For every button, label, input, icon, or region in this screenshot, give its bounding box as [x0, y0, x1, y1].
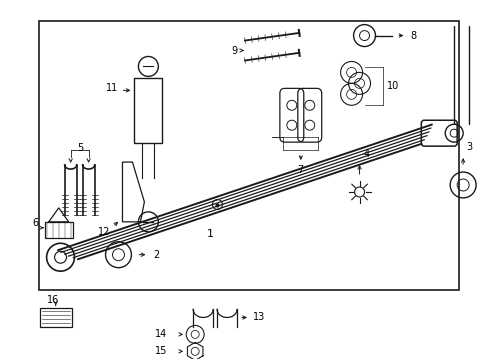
- Text: 9: 9: [230, 45, 237, 55]
- Text: 16: 16: [46, 294, 59, 305]
- Text: 14: 14: [155, 329, 167, 339]
- Text: 5: 5: [78, 143, 83, 153]
- Bar: [39, 21, 458, 289]
- Text: 3: 3: [465, 142, 471, 152]
- Bar: [134, 78, 162, 143]
- Text: 10: 10: [386, 81, 399, 91]
- Text: 12: 12: [98, 227, 110, 237]
- Text: 13: 13: [252, 312, 264, 323]
- Text: 1: 1: [207, 229, 214, 239]
- Text: 4: 4: [363, 149, 369, 159]
- Text: 7: 7: [297, 165, 303, 175]
- Text: 15: 15: [155, 346, 167, 356]
- Text: 6: 6: [33, 218, 39, 228]
- Text: 8: 8: [409, 31, 416, 41]
- Text: 11: 11: [106, 84, 118, 93]
- Bar: [45, 222, 73, 238]
- Bar: [40, 307, 72, 328]
- Text: 2: 2: [153, 250, 159, 260]
